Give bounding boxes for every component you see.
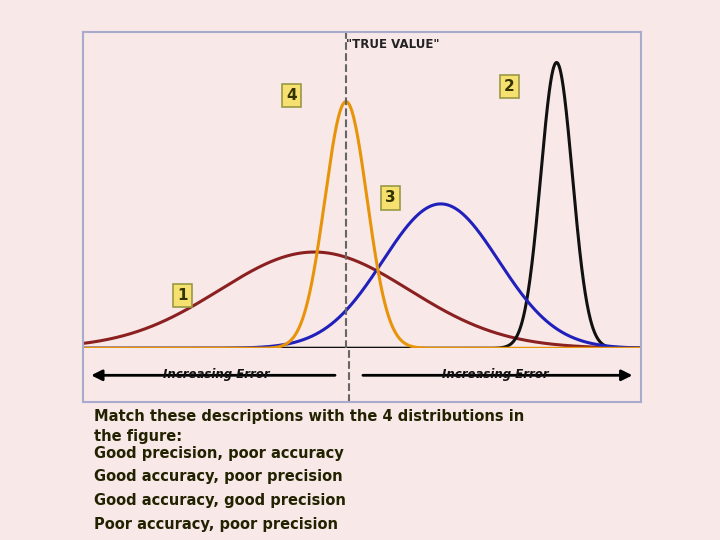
Text: "TRUE VALUE": "TRUE VALUE" [346, 38, 439, 51]
Text: 3: 3 [385, 191, 395, 205]
Text: Increasing Error: Increasing Error [441, 368, 548, 381]
Text: Increasing Error: Increasing Error [163, 368, 269, 381]
Text: 4: 4 [286, 88, 297, 103]
Text: Good precision, poor accuracy: Good precision, poor accuracy [94, 446, 343, 461]
Text: 2: 2 [504, 79, 515, 94]
Text: Good accuracy, poor precision: Good accuracy, poor precision [94, 469, 343, 484]
Text: Match these descriptions with the 4 distributions in
the figure:: Match these descriptions with the 4 dist… [94, 409, 524, 444]
Text: Good accuracy, good precision: Good accuracy, good precision [94, 493, 346, 508]
Text: 1: 1 [178, 288, 188, 303]
Text: Poor accuracy, poor precision: Poor accuracy, poor precision [94, 517, 338, 532]
